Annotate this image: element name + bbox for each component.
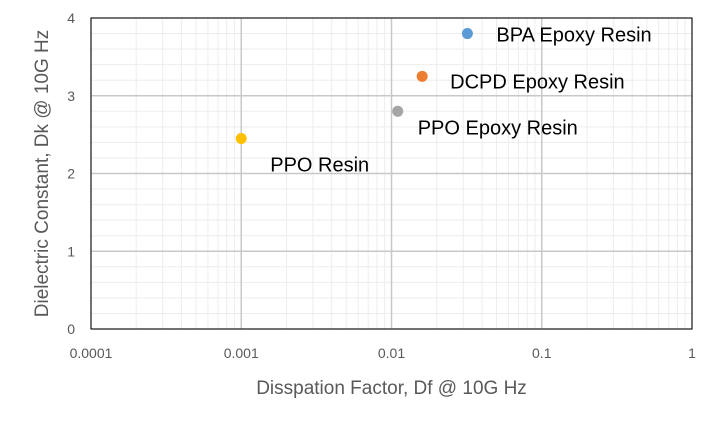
- plot-area-border: [90, 17, 693, 330]
- data-point: [235, 133, 247, 145]
- data-point: [416, 70, 428, 82]
- y-tick-label: 0: [67, 321, 75, 337]
- data-point-label: PPO Epoxy Resin: [418, 117, 578, 139]
- y-tick-label: 4: [67, 10, 75, 26]
- x-axis-tick-labels: 0.0001 0.001 0.01 0.1 1: [70, 345, 697, 361]
- y-axis-title: Dielectric Constant, Dk @ 10G Hz: [32, 30, 53, 318]
- y-axis-tick-labels: 0 1 2 3 4: [67, 10, 75, 337]
- x-tick-label: 0.01: [378, 345, 405, 361]
- data-point: [461, 28, 473, 40]
- data-point: [392, 105, 404, 117]
- data-point-label: PPO Resin: [270, 155, 369, 177]
- x-tick-label: 1: [688, 345, 696, 361]
- data-point-label: DCPD Epoxy Resin: [450, 71, 625, 93]
- x-tick-label: 0.001: [224, 345, 259, 361]
- x-axis-title: Disspation Factor, Df @ 10G Hz: [256, 378, 527, 399]
- x-tick-label: 0.1: [532, 345, 552, 361]
- data-points: BPA Epoxy Resin DCPD Epoxy Resin PPO Epoxy…: [235, 25, 652, 177]
- x-tick-label: 0.0001: [70, 345, 113, 361]
- data-point-label: BPA Epoxy Resin: [496, 25, 651, 47]
- y-tick-label: 1: [67, 243, 75, 259]
- y-tick-label: 3: [67, 88, 75, 104]
- y-tick-label: 2: [67, 166, 75, 182]
